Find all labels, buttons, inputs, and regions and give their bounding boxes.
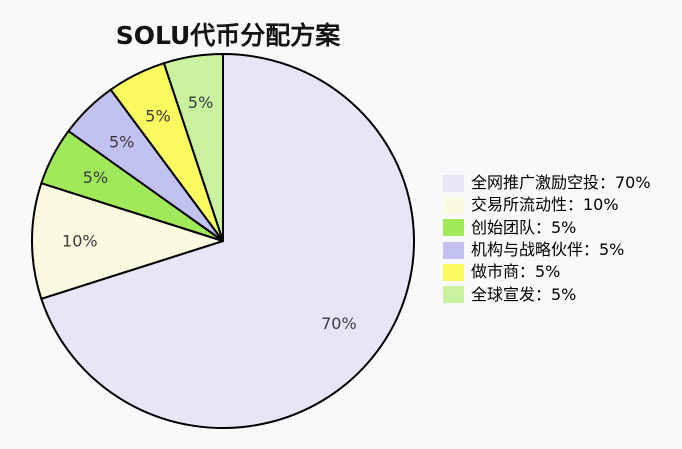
pie-slice-label-2: 5% [83,168,108,187]
legend-item: 全球宣发：5% [443,283,651,305]
legend-item: 做市商：5% [443,261,651,283]
legend-swatch-icon [443,196,464,214]
legend-swatch-icon [443,174,464,192]
legend-label: 全网推广激励空投：70% [471,173,651,193]
pie-slice-label-0: 70% [321,314,357,333]
pie-slice-0 [40,53,415,429]
legend-label: 交易所流动性：10% [471,195,619,215]
chart-title: SOLU代币分配方案 [115,21,341,50]
pie-slice-label-3: 5% [109,132,134,151]
pie-slice-label-1: 10% [62,232,98,251]
legend-swatch-icon [443,219,464,237]
legend-label: 全球宣发：5% [471,284,577,304]
legend-item: 机构与战略伙伴：5% [443,239,651,261]
legend-swatch-icon [443,263,464,281]
legend-label: 机构与战略伙伴：5% [471,240,625,260]
pie-slice-label-5: 5% [188,93,213,112]
legend-item: 交易所流动性：10% [443,194,651,216]
legend-item: 创始团队：5% [443,217,651,239]
pie-slice-5 [162,53,224,242]
legend-label: 创始团队：5% [471,217,577,237]
legend-item: 全网推广激励空投：70% [443,172,651,194]
pie-slice-1 [31,182,224,300]
legend-swatch-icon [443,286,464,304]
legend-label: 做市商：5% [471,262,561,282]
pie-slice-label-4: 5% [145,107,170,126]
legend-swatch-icon [443,241,464,259]
legend: 全网推广激励空投：70% 交易所流动性：10% 创始团队：5% 机构与战略伙伴：… [443,172,651,306]
